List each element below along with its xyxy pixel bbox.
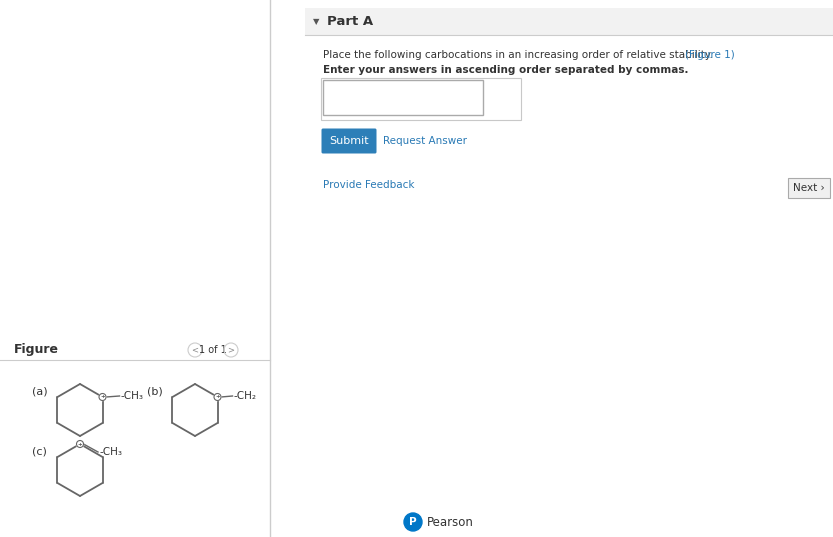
- Text: Submit: Submit: [329, 136, 369, 146]
- Bar: [788, 178, 830, 198]
- Text: -CH₂: -CH₂: [233, 391, 257, 401]
- Text: P: P: [409, 517, 416, 527]
- Text: +: +: [100, 395, 105, 400]
- Text: -CH₃: -CH₃: [100, 447, 123, 457]
- Circle shape: [99, 394, 106, 401]
- Text: +: +: [77, 441, 82, 446]
- Text: Pearson: Pearson: [427, 516, 474, 528]
- Text: Request Answer: Request Answer: [383, 136, 467, 146]
- Text: (a): (a): [32, 386, 47, 396]
- Circle shape: [404, 513, 422, 531]
- Text: -CH₃: -CH₃: [121, 391, 143, 401]
- Text: Figure: Figure: [14, 344, 59, 357]
- Bar: [305, 8, 833, 35]
- Text: Provide Feedback: Provide Feedback: [323, 180, 415, 190]
- Text: Next ›: Next ›: [793, 183, 825, 193]
- Text: >: >: [227, 345, 235, 354]
- Text: Place the following carbocations in an increasing order of relative stability.: Place the following carbocations in an i…: [323, 50, 716, 60]
- Text: (Figure 1): (Figure 1): [685, 50, 735, 60]
- Text: +: +: [215, 395, 220, 400]
- Text: ▼: ▼: [312, 17, 319, 26]
- Bar: [323, 80, 483, 115]
- Text: Part A: Part A: [327, 15, 373, 28]
- Text: (b): (b): [147, 386, 162, 396]
- Text: (c): (c): [32, 446, 47, 456]
- Circle shape: [77, 440, 83, 447]
- Bar: [321, 78, 521, 120]
- Text: 1 of 1: 1 of 1: [199, 345, 227, 355]
- Text: <: <: [192, 345, 198, 354]
- FancyBboxPatch shape: [322, 128, 377, 154]
- Text: Enter your answers in ascending order separated by commas.: Enter your answers in ascending order se…: [323, 65, 689, 75]
- Circle shape: [214, 394, 221, 401]
